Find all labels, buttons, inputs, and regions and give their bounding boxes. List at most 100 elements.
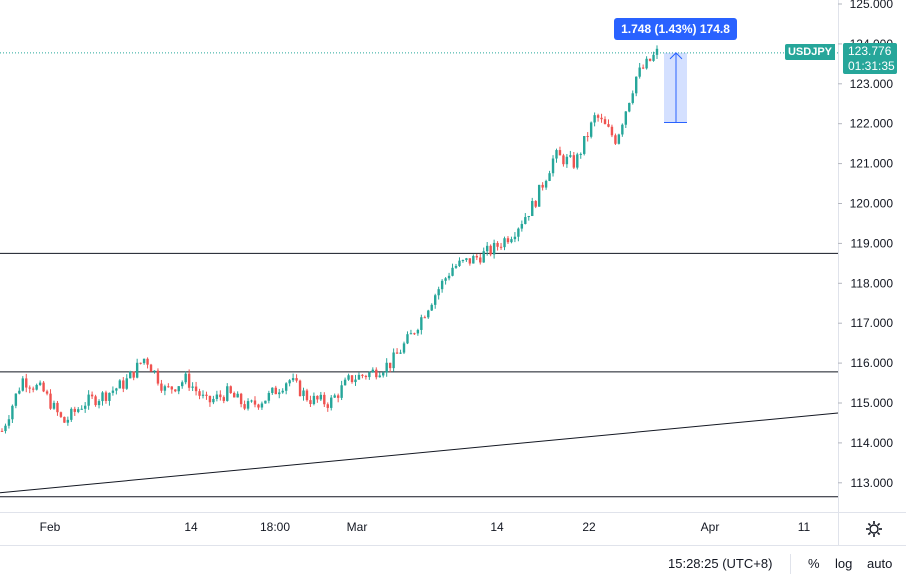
candle-body — [212, 398, 215, 403]
candle-body — [385, 362, 388, 373]
candle-body — [170, 386, 174, 390]
candle-body — [496, 242, 499, 247]
candle-body — [531, 201, 534, 217]
candle-body — [416, 329, 420, 334]
candle-body — [420, 317, 423, 330]
candle-body — [236, 393, 239, 398]
candle-body — [406, 334, 409, 344]
candle-body — [631, 93, 634, 103]
candle-body — [191, 386, 194, 388]
candle-body — [49, 393, 52, 409]
candle-body — [73, 408, 76, 412]
candle-body — [226, 386, 229, 401]
last-price: 123.776 — [848, 44, 892, 58]
candle-body — [239, 393, 243, 405]
y-tick-label: 113.000 — [851, 476, 894, 490]
candle-body — [135, 362, 139, 378]
y-tick-label: 125.000 — [850, 0, 894, 11]
candle-body — [492, 242, 496, 255]
candle-body — [628, 102, 631, 112]
y-tick-label: 121.000 — [850, 157, 894, 171]
candle-body — [298, 380, 302, 397]
trend-line[interactable] — [0, 412, 839, 494]
timezone-clock[interactable]: 15:28:25 (UTC+8) — [668, 556, 773, 571]
candle-body — [600, 117, 603, 120]
candle-body — [70, 408, 73, 420]
y-tick-label: 114.000 — [851, 436, 894, 450]
candle-body — [181, 382, 184, 387]
candle-body — [368, 372, 371, 378]
candle-body — [399, 352, 402, 354]
candle-body — [281, 390, 284, 393]
candle-body — [97, 401, 101, 406]
candle-body — [260, 403, 264, 408]
candle-body — [326, 404, 329, 408]
candle-body — [648, 58, 652, 61]
candle-body — [229, 386, 232, 393]
gear-icon[interactable] — [866, 521, 882, 537]
candle-body — [35, 384, 38, 390]
candle-body — [499, 246, 503, 248]
candle-body — [413, 333, 416, 335]
candle-body — [343, 379, 347, 386]
auto-scale-button[interactable]: auto — [867, 556, 893, 571]
measure-tool[interactable] — [664, 52, 687, 124]
candle-body — [444, 278, 447, 281]
candle-body — [551, 158, 555, 174]
candle-body — [652, 54, 655, 61]
candle-body — [7, 419, 11, 426]
y-tick-label: 116.000 — [851, 356, 894, 370]
candle-body — [316, 395, 319, 400]
percent-scale-button[interactable]: % — [808, 556, 820, 571]
candle-body — [139, 362, 142, 364]
candle-body — [364, 375, 368, 378]
candle-body — [305, 390, 309, 401]
candle-body — [18, 390, 21, 394]
candle-body — [222, 397, 225, 401]
candle-body — [645, 58, 648, 69]
candle-body — [617, 134, 621, 144]
candle-body — [205, 394, 208, 396]
candle-body — [454, 265, 458, 268]
candle-body — [38, 382, 42, 385]
candle-body — [250, 400, 253, 402]
candle-body — [194, 386, 198, 392]
chart[interactable]: 125.000124.000123.000122.000121.000120.0… — [0, 0, 906, 545]
candle-body — [264, 400, 267, 404]
candle-body — [603, 119, 607, 125]
candle-body — [284, 383, 288, 391]
candle-body — [447, 275, 451, 279]
candle-body — [101, 392, 104, 402]
candle-body — [184, 373, 187, 383]
candle-body — [340, 385, 343, 398]
candle-body — [378, 375, 381, 378]
candle-body — [621, 124, 624, 135]
candle-body — [371, 369, 375, 373]
candle-body — [437, 289, 440, 296]
candle-body — [572, 155, 576, 168]
measure-label: 1.748 (1.43%) 174.8 — [614, 18, 737, 40]
candle-body — [59, 412, 63, 417]
candles — [0, 45, 659, 434]
candle-body — [219, 394, 222, 398]
log-scale-button[interactable]: log — [835, 556, 853, 571]
candle-body — [267, 392, 271, 401]
candle-body — [243, 404, 246, 409]
candle-body — [118, 380, 122, 389]
time-axis[interactable]: Feb 14 18:00 Mar 14 22 Apr 11 — [40, 520, 811, 534]
candle-body — [66, 419, 70, 423]
candle-body — [524, 217, 527, 224]
candle-body — [115, 388, 118, 391]
candle-body — [288, 380, 291, 384]
candle-body — [506, 238, 510, 243]
y-tick-label: 118.000 — [851, 276, 894, 290]
candle-body — [80, 408, 83, 410]
candle-body — [475, 255, 478, 258]
candle-body — [489, 245, 492, 255]
candle-body — [562, 155, 565, 165]
candle-body — [392, 352, 395, 369]
candle-body — [517, 228, 520, 237]
candle-body — [302, 390, 305, 397]
candle-body — [52, 402, 56, 409]
y-tick-label: 122.000 — [850, 117, 894, 131]
